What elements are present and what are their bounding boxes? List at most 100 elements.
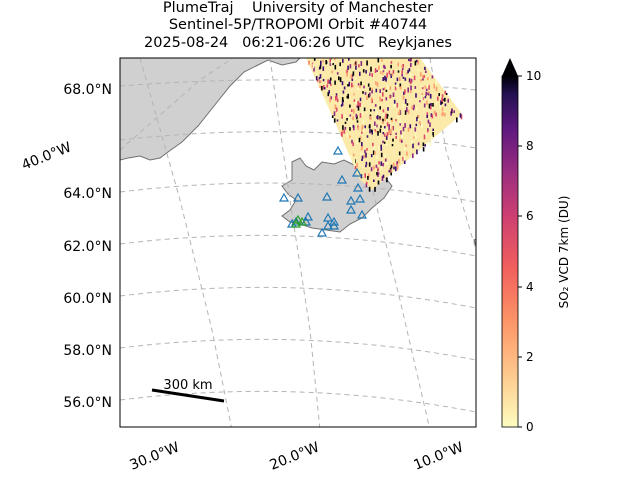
- swath-pixel: [392, 138, 394, 142]
- swath-pixel: [361, 125, 364, 129]
- swath-pixel: [356, 120, 359, 123]
- swath-pixel: [357, 88, 359, 91]
- swath-pixel: [407, 109, 410, 114]
- swath-pixel: [412, 107, 415, 111]
- swath-pixel: [426, 100, 428, 105]
- swath-pixel: [397, 112, 400, 116]
- swath-pixel: [399, 86, 402, 90]
- swath-pixel: [412, 153, 414, 159]
- swath-pixel: [402, 64, 405, 67]
- swath-pixel: [447, 98, 449, 103]
- swath-pixel: [315, 72, 318, 77]
- swath-pixel: [389, 95, 391, 99]
- swath-pixel: [374, 186, 376, 192]
- swath-pixel: [383, 133, 386, 137]
- swath-pixel: [397, 70, 400, 73]
- swath-pixel: [414, 86, 417, 89]
- swath-pixel: [361, 142, 363, 147]
- swath-pixel: [385, 158, 387, 162]
- swath-pixel: [308, 61, 310, 66]
- swath-pixel: [361, 144, 363, 149]
- swath-pixel: [385, 89, 388, 92]
- swath-pixel: [432, 128, 434, 131]
- swath-pixel: [390, 172, 392, 176]
- swath-pixel: [382, 132, 385, 135]
- swath-pixel: [382, 70, 385, 73]
- swath-pixel: [367, 83, 370, 87]
- swath-pixel: [371, 130, 373, 135]
- swath-pixel: [377, 167, 379, 172]
- swath-pixel: [356, 139, 358, 144]
- swath-pixel: [348, 81, 351, 87]
- swath-pixel: [382, 109, 385, 113]
- swath-pixel: [380, 72, 383, 77]
- swath-pixel: [369, 92, 371, 97]
- swath-pixel: [422, 142, 425, 147]
- volcano-marker: [352, 182, 364, 192]
- swath-pixel: [411, 140, 413, 145]
- swath-pixel: [427, 77, 429, 81]
- swath-pixel: [442, 112, 444, 115]
- swath-pixel: [344, 114, 346, 118]
- swath-pixel: [404, 110, 407, 115]
- swath-pixel: [425, 70, 427, 73]
- colorbar-extend-arrow: [502, 58, 518, 76]
- lon-label-30w: 30.0°W: [128, 439, 182, 473]
- swath-pixel: [424, 144, 426, 147]
- volcano-marker: [345, 195, 357, 205]
- swath-pixel: [389, 169, 392, 173]
- lat-label-56: 56.0°N: [63, 395, 112, 411]
- swath-pixel: [379, 89, 381, 93]
- swath-pixel: [331, 115, 334, 118]
- swath-pixel: [386, 127, 389, 133]
- colorbar-tick-8: 8: [526, 139, 534, 153]
- swath-pixel: [379, 96, 381, 102]
- swath-pixel: [368, 93, 370, 98]
- volcano-marker: [328, 220, 340, 230]
- lat-label-60: 60.0°N: [63, 291, 112, 307]
- swath-pixel: [426, 114, 428, 118]
- swath-pixel: [396, 83, 398, 88]
- scale-bar-label: 300 km: [163, 378, 212, 393]
- swath-pixel: [427, 119, 430, 124]
- title-line-1: PlumeTraj University of Manchester: [162, 0, 434, 16]
- swath-pixel: [386, 162, 389, 165]
- swath-pixel: [360, 81, 362, 86]
- swath-pixel: [330, 60, 333, 65]
- swath-pixel: [394, 86, 397, 91]
- swath-pixel: [394, 101, 397, 107]
- swath-pixel: [413, 136, 415, 139]
- swath-pixel: [364, 173, 366, 178]
- swath-pixel: [346, 69, 348, 73]
- swath-pixel: [340, 104, 343, 107]
- swath-pixel: [444, 103, 447, 107]
- swath-pixel: [317, 79, 319, 82]
- swath-pixel: [392, 92, 395, 97]
- swath-pixel: [413, 75, 416, 81]
- swath-pixel: [349, 114, 352, 117]
- swath-pixel: [382, 92, 384, 97]
- swath-pixel: [404, 98, 407, 104]
- swath-pixel: [410, 62, 412, 68]
- swath-pixel: [329, 81, 331, 85]
- swath-pixel: [351, 78, 354, 81]
- swath-pixel: [420, 122, 423, 128]
- swath-pixel: [419, 100, 421, 103]
- swath-pixel: [439, 103, 441, 109]
- swath-pixel: [322, 60, 324, 63]
- swath-pixel: [382, 174, 385, 179]
- swath-pixel: [347, 65, 349, 70]
- swath-pixel: [352, 116, 354, 120]
- swath-pixel: [388, 127, 390, 132]
- swath-pixel: [332, 58, 334, 63]
- swath-pixel: [427, 92, 429, 95]
- swath-pixel: [368, 162, 371, 167]
- swath-pixel: [380, 166, 383, 170]
- swath-pixel: [418, 121, 421, 124]
- swath-pixel: [353, 159, 356, 164]
- scale-bar: [151, 388, 225, 403]
- swath-pixel: [350, 74, 353, 79]
- swath-pixel: [402, 156, 404, 161]
- title-line-3: 2025-08-24 06:21-06:26 UTC Reykjanes: [144, 35, 452, 51]
- swath-pixel: [355, 113, 358, 118]
